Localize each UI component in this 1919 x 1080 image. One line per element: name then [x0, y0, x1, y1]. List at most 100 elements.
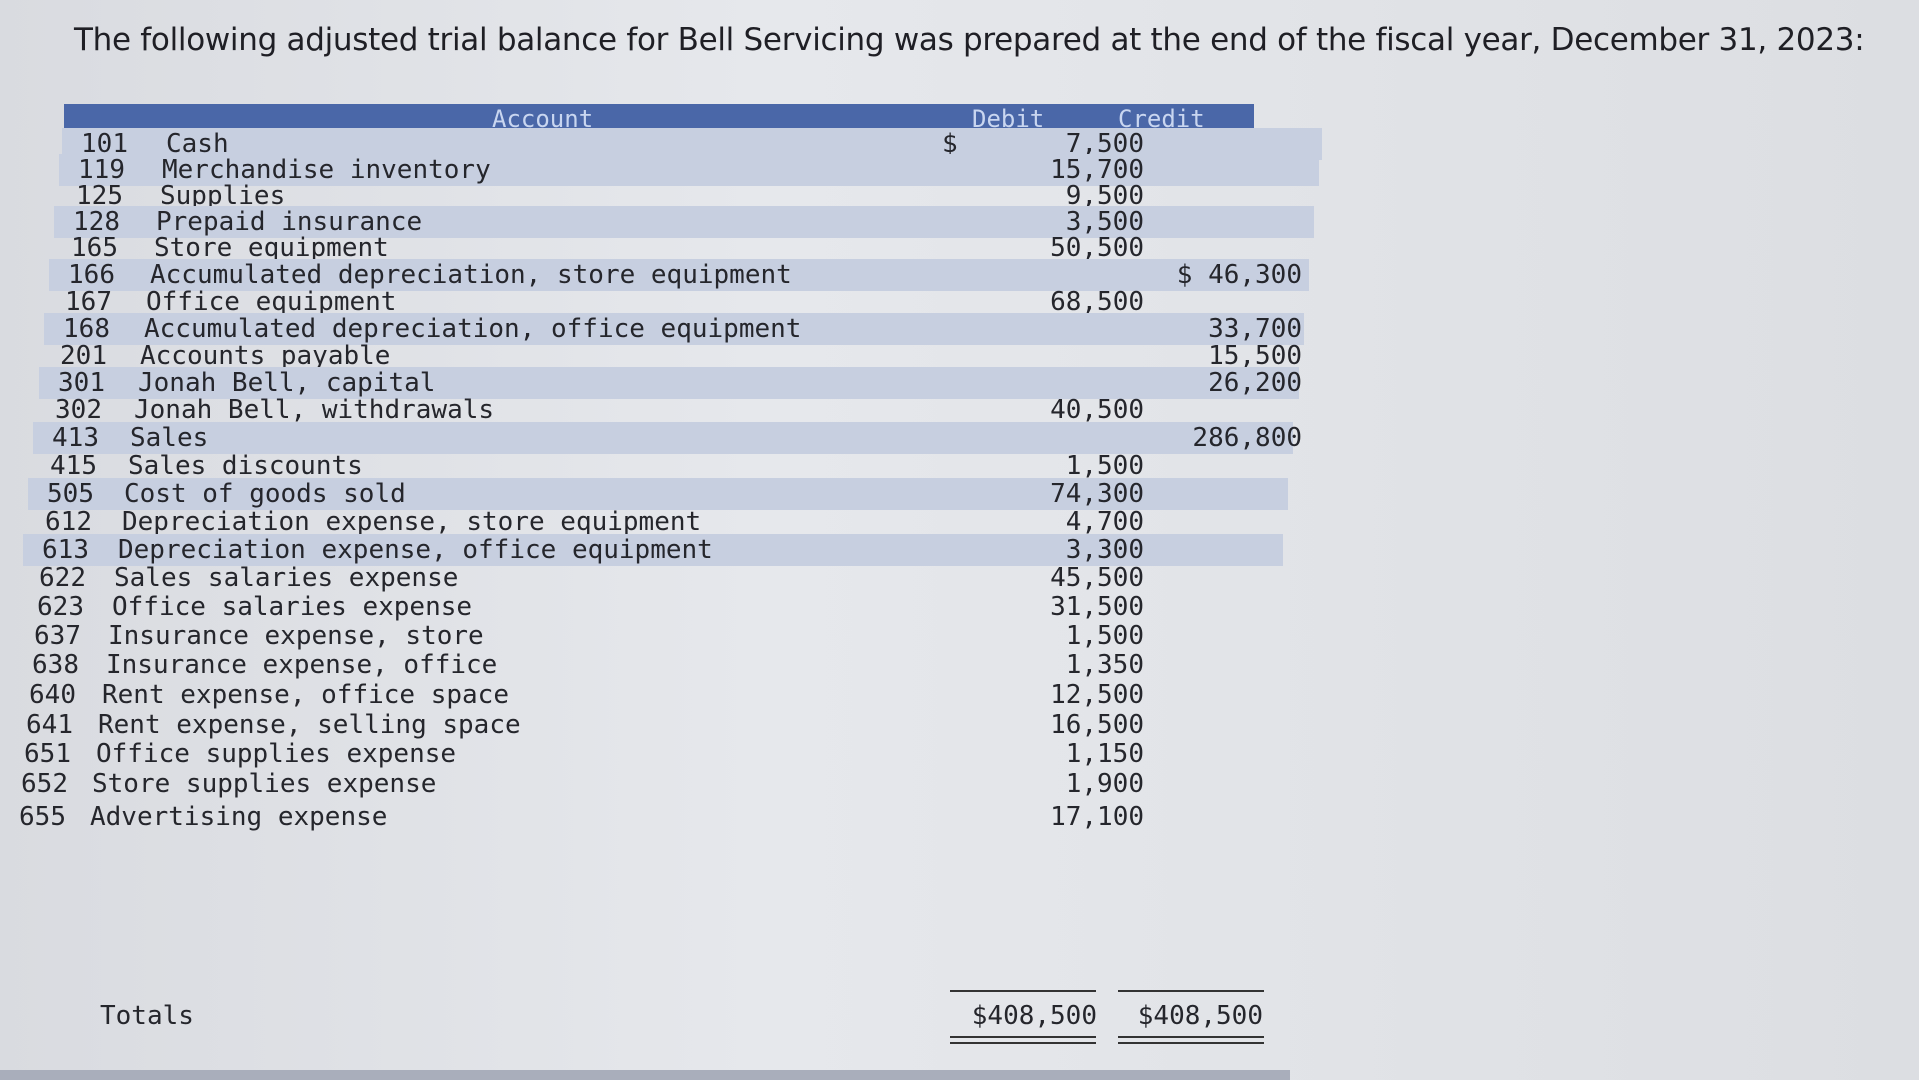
account-number: 413	[52, 423, 99, 453]
account-name: Office salaries expense	[112, 592, 473, 622]
table-row: 622 Sales salaries expense 45,500	[20, 562, 1280, 594]
account-name: Sales	[130, 423, 209, 453]
table-row: 128 Prepaid insurance 3,500	[54, 206, 1314, 238]
account-number: 302	[55, 395, 102, 425]
debit-amount: 1,150	[1065, 739, 1144, 769]
totals-row: Totals $408,500 $408,500	[0, 1000, 1263, 1032]
account-name: Accounts payable	[140, 341, 391, 371]
account-number: 167	[65, 287, 112, 317]
debit-amount: 3,500	[1065, 207, 1144, 237]
debit-dollar-sign: $	[942, 129, 958, 159]
credit-amount: 26,200	[1208, 368, 1302, 398]
account-name: Store supplies expense	[92, 769, 437, 799]
account-number: 301	[58, 368, 105, 398]
account-number: 505	[47, 479, 94, 509]
account-name: Office supplies expense	[96, 739, 457, 769]
debit-double-rule	[950, 1036, 1096, 1044]
table-row: 640 Rent expense, office space 12,500	[10, 679, 1270, 711]
debit-amount: 40,500	[1050, 395, 1144, 425]
account-number: 641	[26, 710, 73, 740]
account-name: Prepaid insurance	[156, 207, 423, 237]
debit-amount: 31,500	[1050, 592, 1144, 622]
debit-amount: 45,500	[1050, 563, 1144, 593]
table-row: 167 Office equipment 68,500	[46, 286, 1306, 318]
account-name: Sales discounts	[128, 451, 363, 481]
account-name: Rent expense, office space	[102, 680, 509, 710]
debit-amount: 15,700	[1050, 155, 1144, 185]
table-row: 165 Store equipment 50,500	[52, 232, 1312, 264]
credit-total-rule	[1118, 990, 1264, 992]
account-name: Accumulated depreciation, office equipme…	[144, 314, 802, 344]
table-row: 168 Accumulated depreciation, office equi…	[44, 313, 1304, 345]
account-number: 638	[32, 650, 79, 680]
table-row: 302 Jonah Bell, withdrawals 40,500	[36, 394, 1296, 426]
debit-amount: 1,900	[1065, 769, 1144, 799]
account-name: Office equipment	[146, 287, 397, 317]
debit-amount: 3,300	[1065, 535, 1144, 565]
account-number: 655	[19, 802, 66, 832]
table-row: 301 Jonah Bell, capital 26,200	[39, 367, 1302, 399]
debit-amount: 1,350	[1065, 650, 1144, 680]
totals-debit: $408,500	[971, 1001, 1097, 1031]
table-row: 637 Insurance expense, store 1,500	[15, 620, 1275, 652]
table-row: 652 Store supplies expense 1,900	[2, 768, 1262, 800]
account-number: 165	[71, 233, 118, 263]
bottom-edge	[0, 1070, 1290, 1080]
account-number: 623	[37, 592, 84, 622]
account-name: Insurance expense, office	[106, 650, 498, 680]
account-name: Accumulated depreciation, store equipmen…	[150, 260, 792, 290]
account-number: 168	[63, 314, 110, 344]
account-number: 640	[29, 680, 76, 710]
account-number: 622	[39, 563, 86, 593]
account-number: 652	[21, 769, 68, 799]
debit-amount: 50,500	[1050, 233, 1144, 263]
table-row: 613 Depreciation expense, office equipmen…	[23, 534, 1283, 566]
credit-amount: 286,800	[1192, 423, 1302, 453]
credit-double-rule	[1118, 1036, 1264, 1044]
debit-total-rule	[950, 990, 1096, 992]
table-row: 612 Depreciation expense, store equipment…	[26, 506, 1286, 538]
account-number: 166	[68, 260, 115, 290]
table-row: 655 Advertising expense 17,100	[0, 801, 1260, 833]
account-number: 128	[73, 207, 120, 237]
account-name: Sales salaries expense	[114, 563, 459, 593]
table-row: 413 Sales 286,800	[33, 422, 1302, 454]
table-row: 201 Accounts payable 15,500	[41, 340, 1302, 372]
account-name: Jonah Bell, withdrawals	[134, 395, 495, 425]
account-name: Store equipment	[154, 233, 389, 263]
debit-amount: 4,700	[1065, 507, 1144, 537]
account-number: 613	[42, 535, 89, 565]
account-name: Cost of goods sold	[124, 479, 406, 509]
account-name: Insurance expense, store	[108, 621, 484, 651]
credit-amount: 33,700	[1208, 314, 1302, 344]
totals-credit: $408,500	[1137, 1001, 1263, 1031]
account-name: Jonah Bell, capital	[138, 368, 436, 398]
table-row: 623 Office salaries expense 31,500	[18, 591, 1278, 623]
account-name: Merchandise inventory	[162, 155, 491, 185]
table-row: 166 Accumulated depreciation, store equip…	[49, 259, 1309, 291]
account-number: 612	[45, 507, 92, 537]
account-number: 119	[78, 155, 125, 185]
debit-amount: 16,500	[1050, 710, 1144, 740]
account-number: 637	[34, 621, 81, 651]
table-row: 651 Office supplies expense 1,150	[5, 738, 1265, 770]
totals-label: Totals	[100, 1001, 194, 1031]
account-name: Depreciation expense, office equipment	[118, 535, 713, 565]
account-name: Depreciation expense, store equipment	[122, 507, 702, 537]
table-row: 641 Rent expense, selling space 16,500	[7, 709, 1267, 741]
table-row: 119 Merchandise inventory 15,700	[59, 154, 1319, 186]
credit-amount: 15,500	[1208, 341, 1302, 371]
debit-amount: 12,500	[1050, 680, 1144, 710]
debit-amount: 17,100	[1050, 802, 1144, 832]
account-name: Rent expense, selling space	[98, 710, 521, 740]
table-row: 125 Supplies 9,500	[57, 180, 1317, 212]
credit-amount: $ 46,300	[1176, 260, 1302, 290]
account-number: 651	[24, 739, 71, 769]
debit-amount: 1,500	[1065, 451, 1144, 481]
table-row: 638 Insurance expense, office 1,350	[13, 649, 1273, 681]
debit-amount: 68,500	[1050, 287, 1144, 317]
intro-text: The following adjusted trial balance for…	[74, 22, 1865, 58]
account-name: Advertising expense	[90, 802, 388, 832]
debit-amount: 74,300	[1050, 479, 1144, 509]
debit-amount: 1,500	[1065, 621, 1144, 651]
